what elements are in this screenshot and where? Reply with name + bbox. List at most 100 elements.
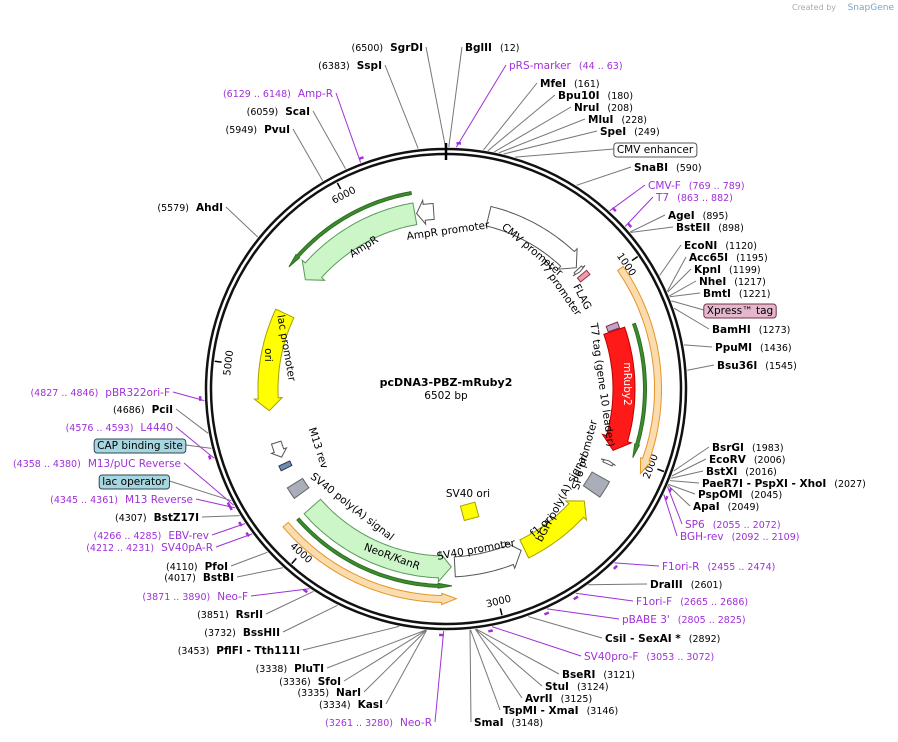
feature-arrow bbox=[270, 440, 288, 458]
feature-band bbox=[282, 521, 458, 606]
ruler-label: 6000 bbox=[330, 185, 358, 207]
plasmid-length: 6502 bp bbox=[424, 390, 468, 402]
leader-line bbox=[363, 629, 427, 693]
site-name: pBR322ori-F bbox=[105, 387, 170, 399]
site-name: DraIII bbox=[650, 579, 683, 591]
ruler-label: 3000 bbox=[485, 594, 512, 611]
site-name: BstZ17I bbox=[154, 512, 199, 524]
site-position: (2601) bbox=[691, 580, 723, 591]
site-name: BssHII bbox=[243, 627, 280, 639]
leader-line bbox=[614, 562, 660, 567]
site-label: (6383) SspI bbox=[318, 60, 382, 72]
site-name: CsiI - SexAI * bbox=[605, 633, 681, 645]
leader-line bbox=[185, 444, 212, 449]
site-position: (5579) bbox=[157, 203, 189, 214]
site-position: (2027) bbox=[834, 479, 866, 490]
site-name: PciI bbox=[152, 404, 173, 416]
leader-line bbox=[312, 110, 346, 170]
site-label: (3732) BssHII bbox=[204, 627, 280, 639]
leader-line bbox=[448, 46, 463, 148]
leader-line bbox=[576, 166, 632, 186]
leader-line bbox=[673, 446, 710, 472]
leader-line bbox=[425, 46, 446, 148]
primer-mark bbox=[207, 455, 212, 460]
site-name: TspMI - XmaI bbox=[503, 705, 579, 717]
feature-band bbox=[296, 517, 452, 589]
primer-mark bbox=[302, 588, 309, 594]
feature-label: mRuby2 bbox=[621, 362, 633, 405]
site-label: AvrII (3125) bbox=[525, 693, 592, 705]
site-name: BstBI bbox=[203, 572, 234, 584]
site-name: StuI bbox=[545, 681, 569, 693]
feature-arrow bbox=[601, 326, 636, 452]
site-name: M13 Reverse bbox=[125, 494, 193, 506]
site-name: MfeI bbox=[540, 78, 566, 90]
site-position: (1436) bbox=[760, 343, 792, 354]
site-name: PfoI bbox=[205, 561, 228, 573]
leader-line bbox=[292, 128, 324, 181]
primer-mark bbox=[612, 564, 618, 570]
site-label: F1ori-R (2455 .. 2474) bbox=[662, 561, 775, 573]
site-name: T7 bbox=[655, 192, 669, 204]
site-name: F1ori-R bbox=[662, 561, 699, 573]
site-label: BstXI (2016) bbox=[706, 466, 777, 478]
site-position: (12) bbox=[500, 43, 520, 54]
site-position: (3334) bbox=[319, 700, 351, 711]
site-position: (4212 .. 4231) bbox=[86, 543, 154, 554]
feature-label: ori bbox=[262, 348, 274, 362]
ruler-tick bbox=[214, 360, 222, 363]
site-position: (44 .. 63) bbox=[579, 61, 623, 72]
feature-label: SV40 ori bbox=[446, 488, 490, 500]
site-label: PpuMI (1436) bbox=[715, 342, 792, 354]
site-name: Acc65I bbox=[689, 252, 728, 264]
site-name: SmaI bbox=[474, 717, 504, 729]
site-position: (3053 .. 3072) bbox=[646, 652, 714, 663]
site-name: PpuMI bbox=[715, 342, 752, 354]
leader-line bbox=[670, 470, 704, 479]
feature-callout: CAP binding site bbox=[97, 440, 183, 452]
site-position: (3146) bbox=[587, 706, 619, 717]
leader-line bbox=[671, 458, 707, 477]
site-name: pRS-marker bbox=[509, 60, 572, 72]
site-position: (3124) bbox=[577, 682, 609, 693]
leader-line bbox=[575, 592, 634, 602]
site-name: CMV-F bbox=[648, 180, 681, 192]
site-label: DraIII (2601) bbox=[650, 579, 722, 591]
ruler-label: 5000 bbox=[222, 350, 236, 377]
site-label: NheI (1217) bbox=[699, 276, 766, 288]
site-position: (4827 .. 4846) bbox=[30, 388, 98, 399]
primer-mark bbox=[627, 222, 633, 228]
feature-arrow bbox=[301, 202, 418, 281]
site-label: SnaBI (590) bbox=[634, 162, 702, 174]
leader-line bbox=[215, 533, 253, 548]
site-label: MluI (228) bbox=[588, 114, 647, 126]
site-label: T7 (863 .. 882) bbox=[655, 192, 733, 204]
site-label: StuI (3124) bbox=[545, 681, 609, 693]
site-name: EBV-rev bbox=[168, 530, 209, 542]
site-label: SV40pro-F (3053 .. 3072) bbox=[584, 651, 714, 663]
feature-box bbox=[605, 321, 621, 333]
site-position: (4017) bbox=[164, 573, 196, 584]
site-position: (6129 .. 6148) bbox=[223, 89, 291, 100]
site-position: (1221) bbox=[739, 289, 771, 300]
leader-line bbox=[683, 344, 713, 348]
leader-line bbox=[671, 300, 704, 311]
primer-mark bbox=[488, 629, 494, 633]
site-name: BseRI bbox=[562, 669, 595, 681]
site-label: AgeI (895) bbox=[668, 210, 728, 222]
site-position: (2006) bbox=[754, 455, 786, 466]
leader-line bbox=[491, 626, 582, 657]
leader-line bbox=[385, 629, 428, 705]
feature-callout-box bbox=[93, 438, 187, 454]
site-position: (590) bbox=[676, 163, 702, 174]
site-position: (2049) bbox=[728, 502, 760, 513]
site-label: (4345 .. 4361) M13 Reverse bbox=[50, 494, 193, 506]
leader-line bbox=[469, 629, 472, 723]
site-name: SpeI bbox=[600, 126, 626, 138]
site-name: Bpu10I bbox=[558, 90, 600, 102]
site-label: BmtI (1221) bbox=[703, 288, 770, 300]
site-position: (5949) bbox=[225, 125, 257, 136]
site-label: TspMI - XmaI (3146) bbox=[503, 705, 618, 717]
